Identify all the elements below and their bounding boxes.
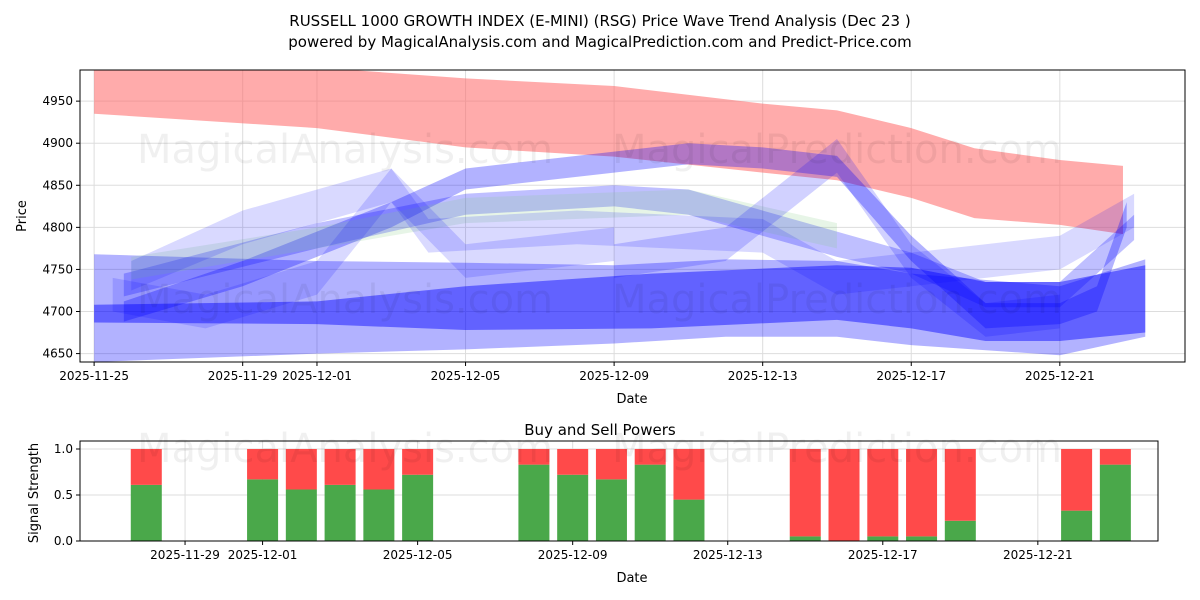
sell-bar	[1099, 449, 1131, 465]
top-x-axis-label: Date	[616, 392, 647, 407]
buy-bar	[673, 499, 705, 541]
sell-bar	[867, 449, 899, 537]
wave-band	[94, 70, 1123, 235]
buy-bar	[557, 474, 589, 541]
buy-bar	[130, 484, 162, 541]
sell-bar	[402, 449, 434, 475]
chart-subtitle: powered by MagicalAnalysis.com and Magic…	[288, 33, 912, 51]
x-tick-label: 2025-12-09	[538, 548, 608, 562]
sell-bar	[130, 449, 162, 485]
y-tick-label: 0.5	[54, 488, 73, 502]
plot-frame	[79, 69, 1186, 363]
buy-bar	[402, 474, 434, 541]
sell-bar	[828, 449, 860, 541]
sell-bar	[557, 449, 589, 475]
plot-frame	[79, 440, 1159, 542]
x-tick-label: 2025-12-05	[431, 369, 501, 383]
buy-bar	[867, 536, 899, 541]
bar-chart-title: Buy and Sell Powers	[524, 421, 676, 439]
x-tick-label: 2025-11-29	[208, 369, 278, 383]
buy-bar	[1099, 464, 1131, 541]
buy-bar	[634, 464, 666, 541]
wave-band	[123, 143, 1127, 329]
x-tick-label: 2025-12-21	[1003, 548, 1073, 562]
bottom-x-axis-label: Date	[616, 571, 647, 586]
sell-bar	[247, 449, 279, 480]
sell-bar	[789, 449, 821, 537]
sell-bar	[363, 449, 395, 490]
buy-bar	[1061, 510, 1093, 541]
wave-bands	[94, 70, 1146, 362]
sell-bar	[673, 449, 705, 500]
wave-band	[131, 189, 837, 280]
y-tick-label: 4950	[42, 94, 73, 108]
buy-bar	[944, 520, 976, 541]
buy-bar	[595, 479, 627, 541]
y-tick-label: 4750	[42, 262, 73, 276]
buy-bar	[247, 479, 279, 541]
x-tick-label: 2025-12-01	[282, 369, 352, 383]
y-tick-label: 4850	[42, 178, 73, 192]
x-tick-label: 2025-12-21	[1025, 369, 1095, 383]
sell-bar	[1061, 449, 1093, 511]
x-tick-label: 2025-12-17	[876, 369, 946, 383]
top-y-axis-label: Price	[15, 200, 30, 232]
sell-bar	[634, 449, 666, 465]
watermark: MagicalAnalysis.com	[137, 426, 553, 472]
y-tick-label: 4800	[42, 220, 73, 234]
x-tick-label: 2025-11-25	[59, 369, 129, 383]
x-tick-label: 2025-11-29	[150, 548, 220, 562]
chart-title: RUSSELL 1000 GROWTH INDEX (E-MINI) (RSG)…	[289, 12, 910, 30]
watermark: MagicalPrediction.com	[612, 127, 1062, 173]
watermark: MagicalAnalysis.com	[137, 277, 553, 323]
sell-bar	[518, 449, 550, 465]
x-tick-label: 2025-12-09	[579, 369, 649, 383]
wave-band	[123, 185, 1135, 308]
buy-bar	[789, 536, 821, 541]
watermark: MagicalPrediction.com	[612, 277, 1062, 323]
sell-bar	[595, 449, 627, 480]
x-tick-label: 2025-12-17	[848, 548, 918, 562]
watermark: MagicalPrediction.com	[612, 426, 1062, 472]
watermark: MagicalAnalysis.com	[137, 127, 553, 173]
x-tick-label: 2025-12-01	[228, 548, 298, 562]
sell-bar	[906, 449, 938, 537]
wave-band	[112, 168, 615, 329]
y-tick-label: 1.0	[54, 442, 73, 456]
y-tick-label: 4700	[42, 305, 73, 319]
sell-bar	[285, 449, 317, 490]
y-tick-label: 0.0	[54, 534, 73, 548]
x-tick-label: 2025-12-13	[693, 548, 763, 562]
y-tick-label: 4900	[42, 136, 73, 150]
buy-bar	[285, 489, 317, 541]
bottom-y-axis-label: Signal Strength	[27, 443, 42, 543]
wave-band	[94, 265, 1146, 341]
x-tick-label: 2025-12-05	[383, 548, 453, 562]
buy-bar	[324, 484, 356, 541]
wave-band	[94, 254, 1146, 362]
sell-bar	[944, 449, 976, 521]
buy-bar	[906, 536, 938, 541]
wave-band	[614, 139, 1060, 337]
y-tick-label: 4650	[42, 347, 73, 361]
buy-bar	[518, 464, 550, 541]
sell-bar	[324, 449, 356, 485]
x-tick-label: 2025-12-13	[728, 369, 798, 383]
wave-band	[131, 168, 1135, 295]
buy-bar	[363, 489, 395, 541]
